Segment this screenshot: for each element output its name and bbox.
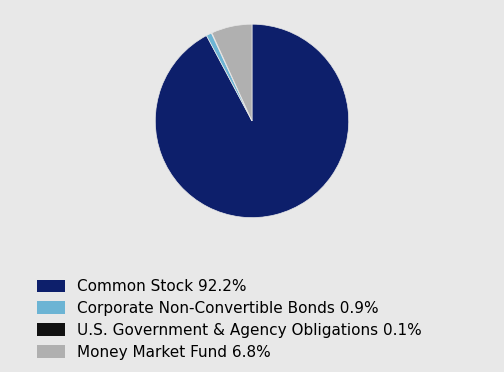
- Wedge shape: [155, 24, 349, 218]
- Legend: Common Stock 92.2%, Corporate Non-Convertible Bonds 0.9%, U.S. Government & Agen: Common Stock 92.2%, Corporate Non-Conver…: [33, 275, 426, 364]
- Wedge shape: [212, 24, 252, 121]
- Wedge shape: [211, 33, 252, 121]
- Wedge shape: [207, 33, 252, 121]
